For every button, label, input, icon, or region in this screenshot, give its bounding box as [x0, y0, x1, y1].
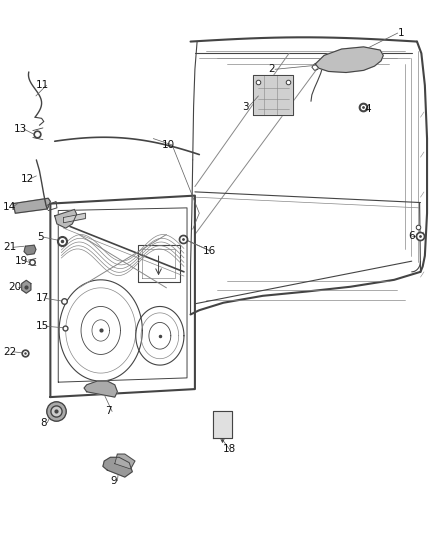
Text: 10: 10 [162, 140, 175, 150]
Text: 12: 12 [21, 174, 34, 183]
Polygon shape [55, 209, 77, 228]
Polygon shape [24, 245, 36, 255]
Text: 3: 3 [242, 102, 249, 111]
Polygon shape [13, 198, 50, 213]
Text: 5: 5 [37, 232, 44, 242]
Polygon shape [84, 381, 117, 397]
Text: 2: 2 [268, 64, 275, 74]
Polygon shape [213, 411, 232, 438]
Polygon shape [253, 75, 293, 115]
Text: 8: 8 [40, 418, 47, 427]
Text: 11: 11 [36, 80, 49, 90]
Text: 20: 20 [8, 282, 21, 292]
Polygon shape [64, 213, 85, 223]
Text: 21: 21 [3, 243, 16, 252]
Polygon shape [22, 280, 31, 293]
Text: 17: 17 [36, 294, 49, 303]
Text: 9: 9 [110, 476, 117, 486]
Text: 15: 15 [36, 321, 49, 331]
Text: 19: 19 [14, 256, 28, 266]
Text: 7: 7 [105, 407, 112, 416]
Polygon shape [315, 47, 383, 72]
Text: 4: 4 [364, 104, 371, 114]
Text: 13: 13 [14, 124, 27, 134]
Polygon shape [103, 457, 132, 477]
Text: 14: 14 [3, 202, 16, 212]
Text: 16: 16 [203, 246, 216, 255]
Text: 6: 6 [408, 231, 415, 240]
Polygon shape [115, 454, 135, 469]
Text: 22: 22 [3, 347, 16, 357]
Text: 1: 1 [397, 28, 404, 38]
Text: 18: 18 [223, 444, 236, 454]
